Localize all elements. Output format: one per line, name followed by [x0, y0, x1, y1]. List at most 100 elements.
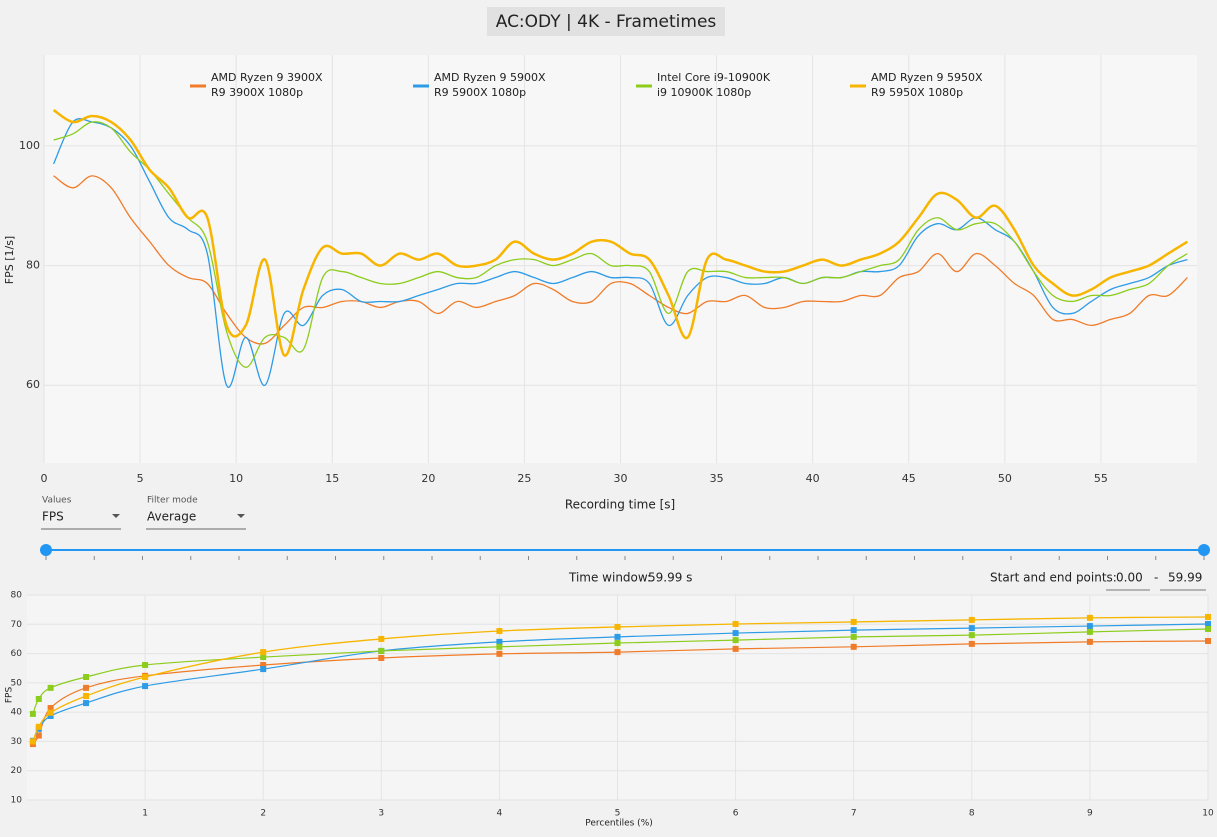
x-tick-label: 1 — [142, 809, 148, 819]
data-marker — [378, 654, 385, 661]
data-marker — [850, 643, 857, 650]
slider-thumb[interactable] — [1198, 544, 1210, 556]
y-axis-label: FPS — [5, 687, 15, 704]
y-tick-label: 100 — [19, 139, 40, 152]
data-marker — [1086, 623, 1093, 630]
data-marker — [260, 661, 267, 668]
data-marker — [47, 705, 54, 712]
data-marker — [83, 700, 90, 707]
x-tick-label: 2 — [260, 809, 266, 819]
data-marker — [614, 623, 621, 630]
dropdown-value[interactable]: FPS — [42, 510, 64, 524]
data-marker — [732, 637, 739, 644]
y-tick-label: 10 — [11, 796, 23, 806]
data-marker — [614, 640, 621, 647]
y-axis-label: FPS [1/s] — [3, 236, 16, 284]
x-tick-label: 30 — [614, 472, 628, 485]
slider-ticks — [45, 556, 1205, 560]
time-window-value: 59.99 s — [648, 571, 692, 585]
x-tick-label: 55 — [1094, 472, 1108, 485]
data-marker — [378, 647, 385, 654]
time-window-label: Time window: — [568, 571, 651, 585]
series-line — [53, 118, 1188, 388]
series-line — [52, 108, 1189, 357]
series-line — [53, 121, 1188, 368]
y-tick-label: 30 — [11, 737, 23, 747]
y-tick-label: 60 — [11, 649, 23, 659]
data-marker — [850, 627, 857, 634]
end-input[interactable]: 59.99 — [1168, 571, 1202, 585]
data-marker — [260, 649, 267, 656]
x-tick-label: 25 — [517, 472, 531, 485]
x-tick-label: 35 — [710, 472, 724, 485]
legend-sublabel: R9 3900X 1080p — [211, 86, 303, 99]
x-axis-label: Percentiles (%) — [585, 819, 653, 829]
x-tick-label: 10 — [229, 472, 243, 485]
data-marker — [732, 620, 739, 627]
legend-label: Intel Core i9-10900K — [657, 71, 771, 84]
data-marker — [1086, 628, 1093, 635]
data-marker — [29, 738, 36, 745]
x-tick-label: 40 — [806, 472, 820, 485]
data-marker — [260, 666, 267, 673]
data-marker — [968, 625, 975, 632]
data-marker — [83, 693, 90, 700]
range-separator: - — [1154, 571, 1158, 585]
x-axis-label: Recording time [s] — [565, 498, 675, 512]
dropdown-arrow[interactable] — [237, 514, 245, 518]
data-marker — [968, 632, 975, 639]
x-tick-label: 20 — [421, 472, 435, 485]
y-tick-label: 80 — [26, 259, 40, 272]
data-marker — [1205, 613, 1211, 620]
x-tick-label: 50 — [998, 472, 1012, 485]
data-marker — [732, 645, 739, 652]
x-tick-label: 15 — [325, 472, 339, 485]
data-marker — [83, 684, 90, 691]
data-marker — [378, 635, 385, 642]
y-tick-label: 80 — [11, 591, 23, 601]
data-marker — [47, 709, 54, 716]
data-marker — [850, 618, 857, 625]
data-marker — [496, 650, 503, 657]
data-marker — [35, 723, 42, 730]
dropdown-label: Filter mode — [147, 496, 198, 506]
data-marker — [1086, 638, 1093, 645]
x-tick-label: 3 — [378, 809, 384, 819]
data-marker — [35, 695, 42, 702]
data-marker — [496, 643, 503, 650]
dropdown-arrow[interactable] — [112, 514, 120, 518]
dropdown-value[interactable]: Average — [147, 510, 196, 524]
data-marker — [260, 654, 267, 661]
data-marker — [35, 732, 42, 739]
data-marker — [732, 630, 739, 637]
data-marker — [1205, 637, 1211, 644]
data-marker — [1205, 625, 1211, 632]
data-marker — [1086, 614, 1093, 621]
legend-label: AMD Ryzen 9 5950X — [871, 71, 983, 84]
x-tick-label: 7 — [851, 809, 857, 819]
chart-title: AC:ODY | 4K - Frametimes — [496, 12, 717, 32]
data-marker — [1205, 620, 1211, 627]
data-marker — [850, 633, 857, 640]
data-marker — [496, 628, 503, 635]
data-marker — [142, 674, 149, 680]
start-input[interactable]: 0.00 — [1116, 571, 1143, 585]
dropdown-label: Values — [42, 496, 72, 506]
x-tick-label: 0 — [41, 472, 48, 485]
y-tick-label: 60 — [26, 378, 40, 391]
data-marker — [142, 683, 149, 690]
x-tick-label: 10 — [1202, 809, 1214, 819]
legend-sublabel: R9 5900X 1080p — [434, 86, 526, 99]
legend-sublabel: i9 10900K 1080p — [657, 86, 751, 99]
slider-thumb[interactable] — [40, 544, 52, 556]
x-tick-label: 9 — [1087, 809, 1093, 819]
x-tick-label: 5 — [615, 809, 621, 819]
data-marker — [968, 640, 975, 647]
y-tick-label: 70 — [11, 620, 23, 630]
x-tick-label: 8 — [969, 809, 975, 819]
x-tick-label: 6 — [733, 809, 739, 819]
data-marker — [47, 712, 54, 719]
x-tick-label: 45 — [902, 472, 916, 485]
legend-label: AMD Ryzen 9 3900X — [211, 71, 323, 84]
x-tick-label: 4 — [497, 809, 503, 819]
